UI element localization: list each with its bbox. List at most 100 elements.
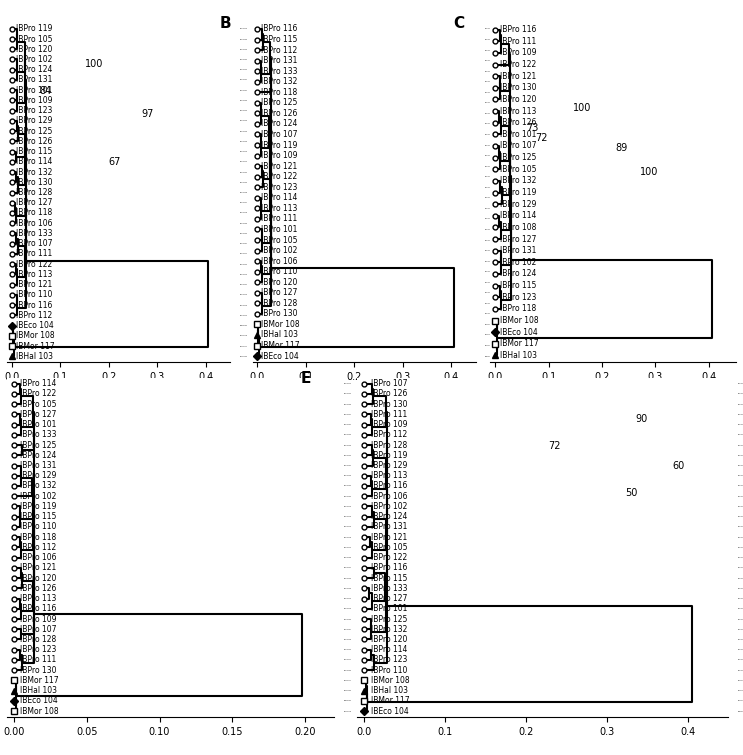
Text: IBPro 127: IBPro 127 (262, 288, 298, 297)
Text: IBPro 110: IBPro 110 (16, 291, 53, 300)
Text: 90: 90 (636, 414, 648, 424)
Text: IBPro 122: IBPro 122 (262, 172, 298, 181)
Text: IBPro 126: IBPro 126 (16, 137, 53, 146)
Text: IBHal 103: IBHal 103 (262, 331, 299, 340)
Text: IBPro 120: IBPro 120 (16, 45, 53, 54)
Text: IBPro 116: IBPro 116 (372, 563, 408, 572)
Text: IBPro 120: IBPro 120 (372, 635, 408, 644)
Text: IBPro 131: IBPro 131 (16, 76, 53, 85)
Text: IBPro 107: IBPro 107 (16, 239, 53, 248)
Text: IBPro 106: IBPro 106 (20, 553, 56, 562)
Text: IBPro 113: IBPro 113 (500, 106, 536, 116)
Text: IBMor 117: IBMor 117 (372, 696, 410, 705)
Text: IBPro 101: IBPro 101 (372, 604, 408, 613)
Text: IBPro 121: IBPro 121 (16, 280, 53, 289)
Text: 50: 50 (625, 488, 637, 498)
Text: IBPro 133: IBPro 133 (262, 66, 298, 76)
Text: IBPro 113: IBPro 113 (262, 204, 298, 213)
Text: 97: 97 (141, 109, 154, 119)
Text: IBMor 108: IBMor 108 (262, 320, 300, 329)
Text: IBPro 123: IBPro 123 (262, 183, 298, 192)
Text: IBPro 133: IBPro 133 (20, 430, 56, 439)
Text: IBPro 101: IBPro 101 (20, 420, 56, 429)
Text: IBPro 107: IBPro 107 (500, 141, 536, 150)
Text: IBPro 105: IBPro 105 (16, 35, 53, 44)
Text: IBPro 101: IBPro 101 (500, 130, 536, 139)
Text: IBPro 132: IBPro 132 (20, 482, 56, 491)
Text: 84: 84 (39, 86, 51, 96)
Text: IBPro 114: IBPro 114 (16, 157, 53, 166)
Text: IBMor 108: IBMor 108 (372, 676, 410, 685)
Text: IBPro 123: IBPro 123 (372, 655, 408, 664)
Text: IBPro 107: IBPro 107 (20, 624, 56, 633)
Text: IBPro 102: IBPro 102 (500, 258, 536, 267)
Text: IBHal 103: IBHal 103 (500, 351, 537, 360)
Text: IBPro 120: IBPro 120 (20, 574, 56, 583)
Text: 60: 60 (672, 461, 684, 471)
Text: IBPro 128: IBPro 128 (262, 299, 298, 308)
Text: IBPro 102: IBPro 102 (16, 55, 53, 64)
Text: B: B (219, 16, 231, 31)
Text: IBPro 108: IBPro 108 (500, 223, 536, 232)
Text: IBPro 119: IBPro 119 (16, 24, 53, 33)
Text: IBMor 108: IBMor 108 (16, 331, 55, 341)
Text: IBPro 102: IBPro 102 (20, 492, 56, 501)
Text: IBPro 123: IBPro 123 (16, 106, 53, 116)
Text: IBPro 128: IBPro 128 (16, 188, 53, 197)
Text: IBPro 120: IBPro 120 (500, 95, 536, 104)
Text: IBPro 127: IBPro 127 (20, 410, 56, 419)
Text: IBEco 104: IBEco 104 (500, 328, 538, 337)
Text: IBPro 115: IBPro 115 (16, 147, 53, 156)
Text: IBPro 122: IBPro 122 (16, 260, 53, 269)
Text: IBPro 110: IBPro 110 (372, 666, 408, 675)
Text: IBPro 115: IBPro 115 (372, 574, 408, 583)
Text: IBPro 125: IBPro 125 (16, 127, 53, 136)
Text: IBPro 109: IBPro 109 (500, 48, 536, 57)
Text: IBPro 106: IBPro 106 (262, 257, 298, 266)
Text: IBMor 108: IBMor 108 (20, 707, 59, 716)
Text: IBEco 104: IBEco 104 (372, 707, 409, 716)
Text: IBPro 119: IBPro 119 (20, 502, 56, 511)
Text: IBPro 102: IBPro 102 (372, 502, 408, 511)
Text: IBPro 119: IBPro 119 (372, 451, 408, 460)
Text: IBPro 127: IBPro 127 (16, 199, 53, 208)
Text: IBPro 130: IBPro 130 (500, 83, 536, 92)
Text: IBMor 117: IBMor 117 (20, 676, 59, 685)
Text: IBPro 121: IBPro 121 (20, 563, 56, 572)
Text: IBHal 103: IBHal 103 (372, 686, 408, 695)
Text: IBPro 126: IBPro 126 (500, 119, 536, 127)
Text: IBPro 113: IBPro 113 (16, 270, 53, 279)
Text: IBPro 124: IBPro 124 (500, 270, 536, 279)
Text: 89: 89 (615, 143, 627, 153)
Text: IBPro 107: IBPro 107 (262, 130, 298, 139)
Text: IBPro 123: IBPro 123 (20, 646, 56, 655)
Text: IBPro 110: IBPro 110 (20, 522, 56, 532)
Text: IBPro 116: IBPro 116 (16, 300, 53, 310)
Text: IBPro 119: IBPro 119 (500, 188, 536, 197)
Text: IBPro 118: IBPro 118 (262, 88, 298, 97)
Text: IBMor 117: IBMor 117 (500, 339, 539, 348)
Text: IBPro 119: IBPro 119 (262, 140, 298, 149)
Text: IBPro 132: IBPro 132 (262, 77, 298, 86)
Text: IBPro 109: IBPro 109 (16, 96, 53, 105)
Text: IBPro 114: IBPro 114 (372, 646, 408, 655)
Text: IBPro 128: IBPro 128 (372, 440, 407, 449)
Text: 73: 73 (526, 123, 539, 133)
Text: IBPro 112: IBPro 112 (372, 430, 407, 439)
Text: IBPro 132: IBPro 132 (500, 177, 536, 186)
Text: 72: 72 (536, 133, 548, 143)
Text: IBPro 126: IBPro 126 (20, 584, 56, 593)
Text: IBPro 115: IBPro 115 (20, 512, 56, 521)
Text: IBPro 114: IBPro 114 (20, 379, 56, 388)
Text: IBPro 126: IBPro 126 (262, 109, 298, 118)
Text: IBPro 125: IBPro 125 (372, 615, 408, 624)
Text: 100: 100 (640, 167, 658, 177)
Text: IBPro 131: IBPro 131 (262, 56, 298, 65)
Text: IBHal 103: IBHal 103 (20, 686, 57, 695)
Text: IBPro 124: IBPro 124 (20, 451, 56, 460)
Text: IBEco 104: IBEco 104 (262, 352, 299, 361)
Text: IBPro 130: IBPro 130 (20, 666, 56, 675)
Text: IBPro 106: IBPro 106 (372, 492, 408, 501)
Text: IBPro 113: IBPro 113 (20, 594, 56, 603)
Text: IBEco 104: IBEco 104 (16, 321, 54, 330)
